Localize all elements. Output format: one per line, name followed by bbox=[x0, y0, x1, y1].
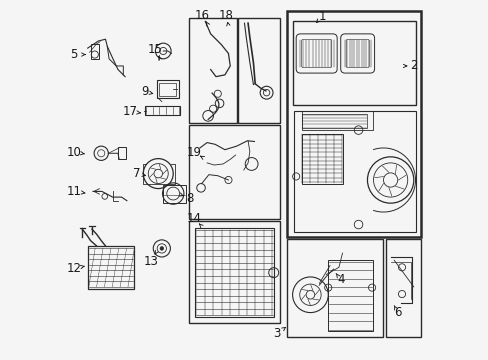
Text: 11: 11 bbox=[66, 185, 81, 198]
Text: 15: 15 bbox=[147, 44, 162, 57]
Bar bbox=[90, 44, 99, 59]
Text: 5: 5 bbox=[70, 48, 78, 61]
Text: 14: 14 bbox=[186, 212, 201, 225]
Text: 19: 19 bbox=[186, 146, 201, 159]
Bar bbox=[286, 239, 383, 337]
Bar bbox=[162, 185, 185, 203]
Text: 16: 16 bbox=[195, 9, 209, 22]
Bar bbox=[301, 114, 366, 128]
Text: 8: 8 bbox=[186, 192, 194, 205]
Bar bbox=[292, 21, 415, 105]
Text: 7: 7 bbox=[133, 167, 141, 180]
Bar bbox=[238, 18, 280, 123]
Bar bbox=[157, 80, 178, 98]
Bar bbox=[294, 111, 415, 232]
Bar bbox=[189, 221, 280, 323]
Text: 18: 18 bbox=[218, 9, 233, 22]
Bar bbox=[189, 18, 237, 123]
Text: 9: 9 bbox=[141, 85, 148, 98]
Text: 1: 1 bbox=[319, 10, 326, 23]
Circle shape bbox=[160, 247, 163, 250]
Bar bbox=[159, 83, 176, 96]
Text: 2: 2 bbox=[409, 59, 417, 72]
Text: 6: 6 bbox=[393, 306, 401, 319]
Text: 10: 10 bbox=[66, 146, 81, 159]
Bar bbox=[118, 147, 125, 159]
Bar bbox=[286, 11, 420, 237]
Text: 12: 12 bbox=[66, 262, 81, 275]
Bar bbox=[189, 125, 280, 219]
Bar bbox=[385, 239, 420, 337]
Text: 4: 4 bbox=[336, 273, 344, 286]
Text: 17: 17 bbox=[122, 105, 137, 118]
Text: 13: 13 bbox=[143, 255, 158, 268]
Bar bbox=[327, 260, 372, 332]
Bar bbox=[195, 228, 273, 317]
Bar bbox=[301, 134, 342, 184]
Text: 3: 3 bbox=[272, 328, 280, 341]
Bar bbox=[301, 111, 372, 130]
Bar bbox=[144, 106, 180, 115]
Bar bbox=[87, 246, 134, 289]
